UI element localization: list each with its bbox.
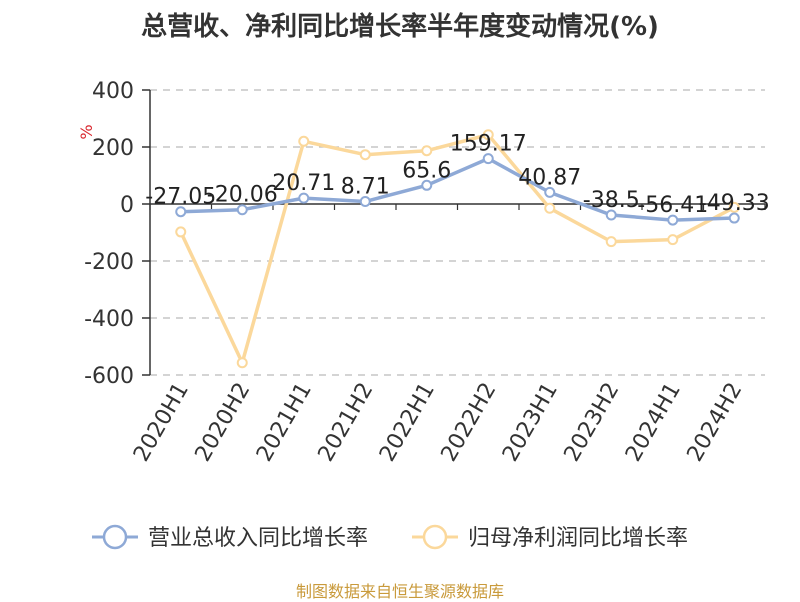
profit-growth-point xyxy=(359,149,371,161)
y-tick-label: 400 xyxy=(92,79,134,104)
legend: 营业总收入同比增长率 归母净利润同比增长率 xyxy=(92,524,688,551)
profit-growth-point xyxy=(728,201,740,213)
chart-title: 总营收、净利同比增长率半年度变动情况(%) xyxy=(141,12,659,42)
axis-layer: 4002000-200-400-600%2020H12020H22021H120… xyxy=(77,79,766,466)
revenue-growth-point xyxy=(482,153,494,165)
profit-growth-point xyxy=(605,236,617,248)
profit-growth-point xyxy=(544,202,556,214)
legend-item-profit: 归母净利润同比增长率 xyxy=(412,524,688,551)
profit-growth-point xyxy=(175,226,187,238)
data-label: -20.06 xyxy=(207,183,278,208)
profit-growth-point xyxy=(482,129,494,141)
x-tick-label: 2022H1 xyxy=(375,379,440,466)
x-tick-label: 2024H1 xyxy=(621,379,686,466)
x-tick-label: 2021H1 xyxy=(252,379,317,466)
legend-marker xyxy=(102,524,128,550)
x-tick-label: 2022H2 xyxy=(437,379,502,466)
revenue-growth-point xyxy=(359,196,371,208)
y-tick-label: -600 xyxy=(84,364,134,389)
data-label: 8.71 xyxy=(341,175,390,200)
revenue-growth-point xyxy=(421,179,433,191)
data-label: 65.6 xyxy=(402,158,451,183)
legend-item-revenue: 营业总收入同比增长率 xyxy=(92,524,368,551)
source-note: 制图数据来自恒生聚源数据库 xyxy=(295,582,504,601)
y-tick-label: 0 xyxy=(120,193,134,218)
x-tick-label: 2020H2 xyxy=(191,379,256,466)
profit-growth-point xyxy=(667,234,679,246)
y-tick-label: -200 xyxy=(84,250,134,275)
revenue-growth-line xyxy=(180,156,735,222)
revenue-growth-point xyxy=(236,204,248,216)
revenue-growth-point xyxy=(298,192,310,204)
y-tick-label: 200 xyxy=(92,136,134,161)
profit-growth-point xyxy=(236,357,248,369)
x-tick-label: 2023H1 xyxy=(498,379,563,466)
data-label: -27.05 xyxy=(145,185,216,210)
revenue-growth-point xyxy=(667,214,679,226)
data-label: 159.17 xyxy=(450,132,527,157)
legend-label: 归母净利润同比增长率 xyxy=(468,526,688,551)
revenue-growth-point xyxy=(175,206,187,218)
x-tick-label: 2021H2 xyxy=(314,379,379,466)
series-layer xyxy=(175,129,740,369)
revenue-growth-point xyxy=(605,209,617,221)
data-label: -38.5 xyxy=(583,188,640,213)
data-label: -49.33 xyxy=(699,191,770,216)
data-label: 40.87 xyxy=(518,165,581,190)
profit-growth-line xyxy=(179,132,736,365)
profit-growth-point xyxy=(421,145,433,157)
data-label: -56.41 xyxy=(637,193,708,218)
data-label: 20.71 xyxy=(272,171,335,196)
x-tick-label: 2020H1 xyxy=(129,379,194,466)
x-tick-label: 2024H2 xyxy=(683,379,748,466)
y-axis-label: % xyxy=(77,124,96,139)
grid-layer xyxy=(150,89,765,376)
legend-label: 营业总收入同比增长率 xyxy=(148,526,368,551)
x-tick-label: 2023H2 xyxy=(560,379,625,466)
revenue-growth-point xyxy=(544,186,556,198)
y-tick-label: -400 xyxy=(84,307,134,332)
legend-marker xyxy=(422,524,448,550)
profit-growth-point xyxy=(298,135,310,147)
revenue-growth-point xyxy=(728,212,740,224)
